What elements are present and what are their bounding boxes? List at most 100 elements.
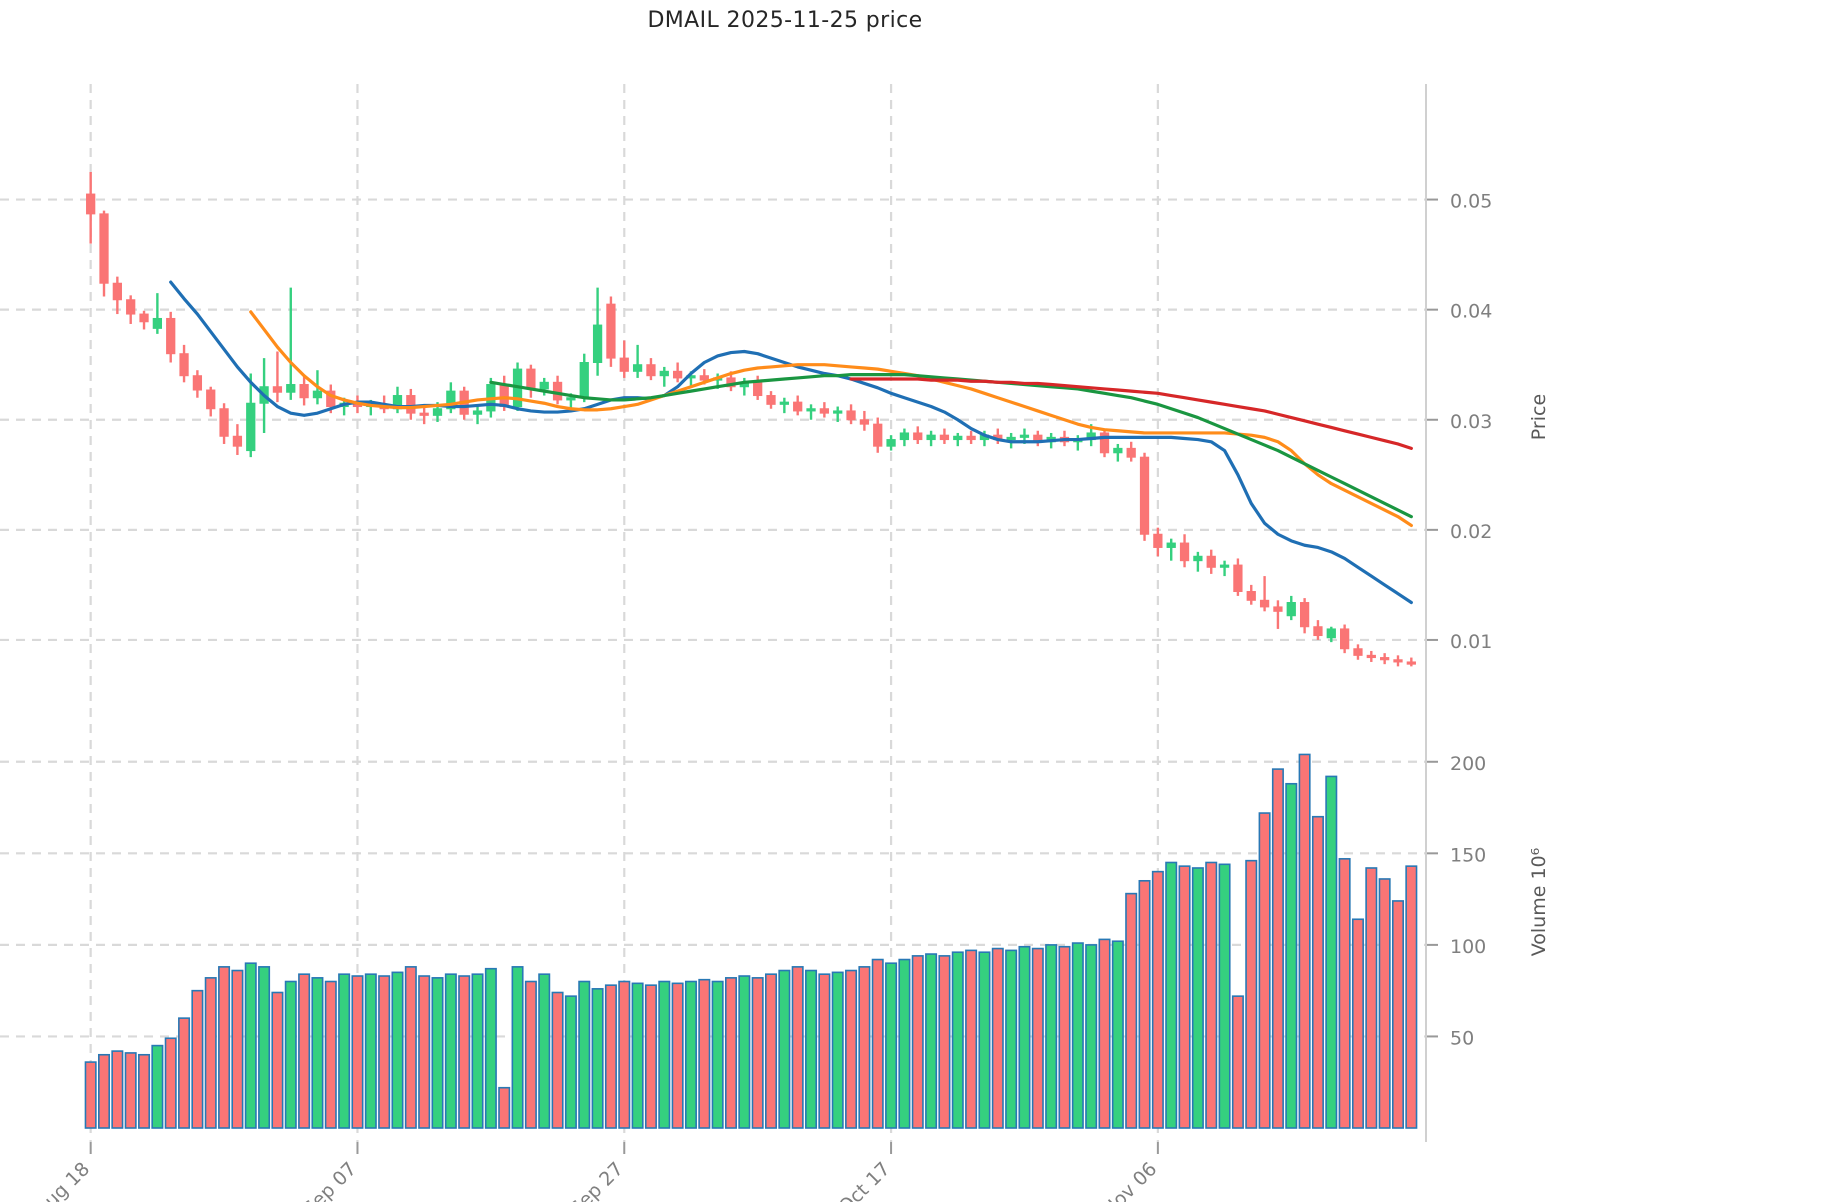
volume-bar (1045, 944, 1058, 1129)
volume-bar (1285, 782, 1298, 1129)
candlestick (1233, 558, 1243, 596)
candlestick (1033, 430, 1043, 447)
volume-bar (991, 947, 1004, 1129)
volume-bar (898, 958, 911, 1129)
candlestick (1313, 620, 1323, 640)
volume-bar (1218, 863, 1231, 1129)
candlestick (1126, 441, 1136, 462)
volume-bar (978, 951, 991, 1129)
volume-bar (938, 955, 951, 1129)
volume-bar (1018, 945, 1031, 1129)
x-tick-label-1: Sep 07 (299, 1158, 361, 1202)
volume-bar (644, 984, 657, 1129)
volume-bar (631, 982, 644, 1129)
volume-bar (1378, 878, 1391, 1129)
volume-bar (618, 980, 631, 1129)
price-tick-label-1: 0.04 (1450, 301, 1492, 323)
volume-bar (1205, 861, 1218, 1129)
volume-bar (338, 973, 351, 1129)
candlestick (166, 311, 176, 363)
price-candles-layer (86, 172, 1416, 667)
candlestick (1406, 657, 1416, 667)
candlestick (112, 276, 122, 315)
volume-bar (1298, 753, 1311, 1129)
volume-bar (551, 991, 564, 1129)
volume-bar (378, 975, 391, 1129)
candlestick (219, 403, 229, 444)
volume-tick-label-3: 50 (1450, 1027, 1474, 1049)
volume-bar (805, 969, 818, 1129)
candlestick (886, 435, 896, 451)
volume-bar (564, 995, 577, 1129)
candlestick (1339, 624, 1350, 654)
volume-bar (1258, 812, 1271, 1129)
volume-bar (178, 1017, 191, 1129)
volume-bar (711, 980, 724, 1129)
volume-bar (1391, 900, 1404, 1129)
volume-bar (1138, 879, 1151, 1129)
price-axis-label: Price (1528, 394, 1550, 440)
candlestick (179, 344, 189, 383)
candlestick (939, 428, 950, 444)
volume-bar (511, 966, 524, 1129)
volume-bar (471, 973, 484, 1129)
x-tick-label-2: Sep 27 (566, 1158, 628, 1202)
volume-bar (538, 973, 551, 1129)
candlestick (1259, 576, 1270, 612)
volume-bar (1231, 995, 1244, 1129)
candlestick (1299, 598, 1310, 634)
candlestick (766, 391, 776, 409)
candlestick (753, 375, 763, 400)
volume-bar (151, 1044, 164, 1129)
volume-bar (391, 971, 404, 1129)
candlestick (1353, 644, 1363, 660)
volume-bar (1085, 944, 1098, 1129)
volume-bar (1351, 918, 1364, 1129)
candlestick (779, 397, 789, 414)
ma-line-ma_long (489, 373, 1413, 519)
volume-bar (751, 977, 764, 1129)
volume-bar (604, 984, 617, 1129)
volume-bar (791, 966, 804, 1129)
volume-tick-label-0: 200 (1450, 753, 1486, 775)
candlestick (286, 287, 296, 400)
volume-bar (351, 975, 364, 1129)
volume-bar (1031, 947, 1044, 1129)
volume-bar (1405, 865, 1418, 1129)
volume-bar (444, 973, 457, 1129)
candlestick (192, 370, 203, 398)
volume-bar (138, 1053, 151, 1129)
volume-bar (218, 966, 231, 1129)
candlestick (1113, 443, 1123, 462)
volume-bar (164, 1037, 177, 1129)
candlestick (592, 287, 603, 376)
volume-bar (84, 1061, 97, 1129)
candlestick (406, 388, 416, 420)
candlestick (1166, 538, 1176, 561)
candlestick (472, 406, 483, 425)
candlestick (1193, 551, 1203, 572)
x-tick-label-0: Aug 18 (31, 1158, 94, 1202)
volume-bar (1178, 865, 1191, 1129)
candlestick (1179, 534, 1190, 568)
volume-bar (324, 980, 337, 1129)
volume-bar (311, 977, 324, 1129)
candlestick (299, 375, 309, 406)
volume-bar (298, 973, 311, 1129)
volume-bar (1245, 859, 1258, 1129)
candlestick (1273, 600, 1283, 629)
volume-bar (124, 1052, 137, 1129)
candlestick (846, 404, 856, 425)
volume-bar (1325, 775, 1338, 1129)
price-tick-label-2: 0.03 (1450, 411, 1492, 433)
candlestick (126, 295, 136, 324)
volume-bar (1098, 938, 1111, 1129)
candlestick (606, 296, 616, 367)
candlestick (86, 172, 96, 244)
candlestick (926, 430, 936, 447)
volume-bar (871, 958, 884, 1129)
volume-bar (1151, 870, 1164, 1129)
volume-bar (111, 1050, 124, 1129)
volume-bar (1071, 942, 1084, 1129)
